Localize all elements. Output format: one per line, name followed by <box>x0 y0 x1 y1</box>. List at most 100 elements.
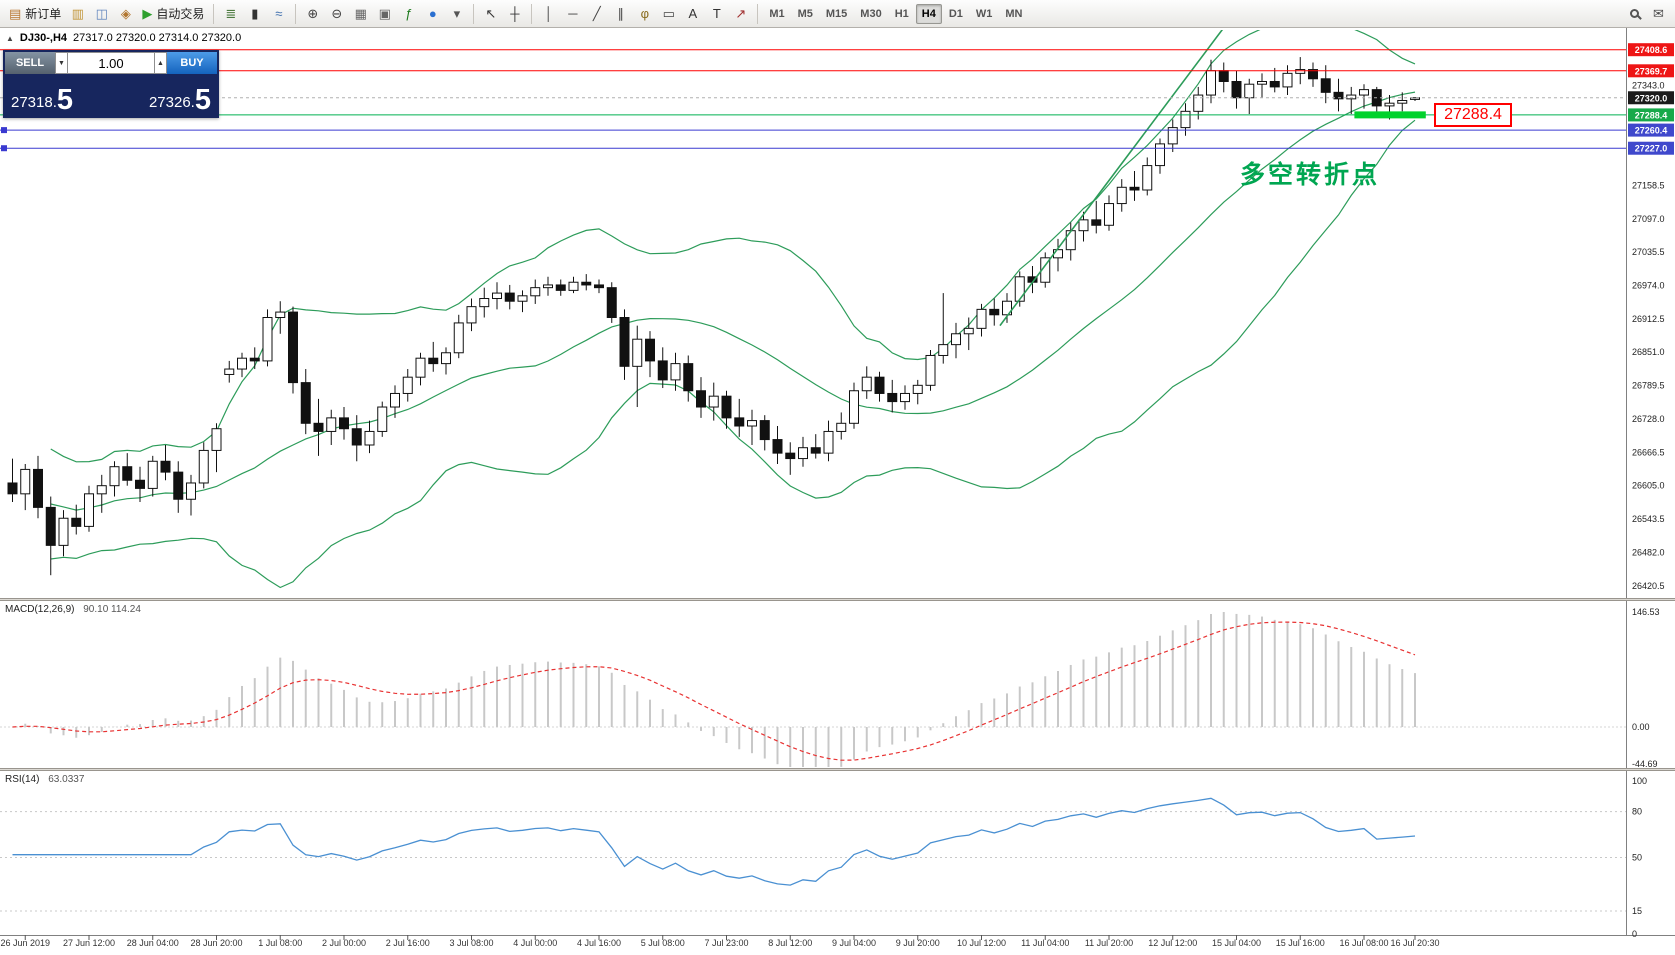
volume-input[interactable]: 1.00 <box>68 52 154 74</box>
buy-button[interactable]: BUY <box>167 52 217 74</box>
candlestick <box>326 417 337 432</box>
indicators-button[interactable]: ƒ <box>397 3 420 25</box>
arrows-button[interactable]: ↗ <box>729 3 752 25</box>
price-badge <box>1628 108 1674 122</box>
timeframe-m5-button[interactable]: M5 <box>797 7 813 20</box>
time-axis-label: 11 Jul 04:00 <box>1021 938 1069 948</box>
candlestick <box>1193 94 1204 112</box>
trend-line[interactable] <box>999 22 1228 327</box>
chart-header: ▲ DJ30-,H4 27317.0 27320.0 27314.0 27320… <box>6 32 241 44</box>
text-button[interactable]: A <box>681 3 704 25</box>
candlestick <box>708 395 719 408</box>
macd-axis-label: -44.69 <box>1632 759 1658 769</box>
candlestick <box>1346 94 1357 100</box>
messages-icon: ✉ <box>1653 6 1664 21</box>
candlestick <box>135 479 145 489</box>
timeframe-w1-button[interactable]: W1 <box>975 7 993 20</box>
market-watch-icon: ▥ <box>71 6 84 21</box>
candlestick <box>670 363 681 381</box>
timeframe-m1-button[interactable]: M1 <box>769 7 785 20</box>
zoom-in-button[interactable]: ⊕ <box>301 3 324 25</box>
candlestick <box>721 395 732 419</box>
candlestick <box>989 308 1000 316</box>
trendline-icon: ╱ <box>592 6 601 21</box>
bar-chart-button[interactable]: ≣ <box>219 3 242 25</box>
macd-panel-header: MACD(12,26,9) 90.10 114.24 <box>5 604 141 615</box>
timeframe-m30-button[interactable]: M30 <box>860 7 882 20</box>
bar-chart-icon: ≣ <box>225 6 237 21</box>
price-axis-label: 26728.0 <box>1632 414 1665 424</box>
shapes-icon: ▭ <box>662 6 675 21</box>
shapes-button[interactable]: ▭ <box>657 3 680 25</box>
collapse-one-click-icon[interactable]: ▲ <box>6 33 14 43</box>
tile-windows-button[interactable]: ▦ <box>349 3 372 25</box>
line-chart-button[interactable]: ≈ <box>267 3 290 25</box>
candlestick <box>657 360 668 381</box>
price-axis-label: 26543.5 <box>1632 514 1665 524</box>
timeframe-h1-button[interactable]: H1 <box>894 7 909 20</box>
current-price-badge-label: 27320.0 <box>1635 93 1668 103</box>
panel-separator-2[interactable] <box>0 768 1675 771</box>
zoom-out-button[interactable]: ⊖ <box>325 3 348 25</box>
candlestick <box>1257 80 1267 85</box>
price-callout-label[interactable]: 27288.4 <box>1434 103 1512 127</box>
navigator-button[interactable]: ◈ <box>114 3 137 25</box>
market-watch-button[interactable]: ▥ <box>66 3 89 25</box>
auto-trading-button[interactable]: ▶ 自动交易 <box>138 3 208 25</box>
timeframe-mn-button[interactable]: MN <box>1005 7 1023 20</box>
data-window-button[interactable]: ◫ <box>90 3 113 25</box>
candlestick-chart-icon: ▮ <box>251 6 259 21</box>
rsi-panel-header: RSI(14) 63.0337 <box>5 774 84 785</box>
cursor-button[interactable]: ↖ <box>479 3 502 25</box>
panel-separator-1[interactable] <box>0 598 1675 601</box>
candlestick <box>1002 300 1012 316</box>
candlestick <box>1180 110 1191 129</box>
time-axis-label: 10 Jul 12:00 <box>957 938 1006 948</box>
price-badge-label: 27369.7 <box>1635 66 1668 76</box>
channel-button[interactable]: ∥ <box>609 3 632 25</box>
candlestick <box>415 357 426 378</box>
arrange-windows-button[interactable]: ▣ <box>373 3 396 25</box>
volume-decrease-button[interactable]: ▼ <box>55 52 68 74</box>
sell-button[interactable]: SELL <box>5 52 55 74</box>
crosshair-button[interactable]: ┼ <box>503 3 526 25</box>
fibonacci-button[interactable]: φ <box>633 3 656 25</box>
time-axis-label: 4 Jul 16:00 <box>577 938 621 948</box>
new-order-button[interactable]: ▤ 新订单 <box>5 3 65 25</box>
vertical-line-button[interactable]: │ <box>537 3 560 25</box>
horizontal-line-button[interactable]: ─ <box>561 3 584 25</box>
label-button[interactable]: T <box>705 3 728 25</box>
timeframe-d1-button[interactable]: D1 <box>948 7 963 20</box>
price-axis-label: 26789.5 <box>1632 381 1665 391</box>
objects-list-button[interactable]: ● <box>421 3 444 25</box>
search-button[interactable] <box>1623 3 1646 25</box>
candlestick <box>7 482 18 495</box>
trendline-button[interactable]: ╱ <box>585 3 608 25</box>
templates-button[interactable]: ▾ <box>445 3 468 25</box>
candlestick-chart-button[interactable]: ▮ <box>243 3 266 25</box>
candlestick <box>836 422 847 432</box>
candlestick <box>45 506 56 546</box>
candlestick <box>20 468 31 495</box>
chart-annotation-text[interactable]: 多空转折点 <box>1240 161 1381 189</box>
messages-button[interactable]: ✉ <box>1647 3 1670 25</box>
timeframe-h4-button[interactable]: H4 <box>915 3 942 24</box>
candlestick <box>1167 127 1178 145</box>
price-badge-label: 27227.0 <box>1635 144 1668 154</box>
candlestick <box>1014 276 1025 302</box>
timeframe-m15-button[interactable]: M15 <box>825 7 848 20</box>
candlestick <box>517 295 528 302</box>
toolbar-separator <box>757 3 759 24</box>
price-badge <box>1628 141 1674 155</box>
candlestick <box>1410 97 1420 100</box>
support-line-blue-2-handle[interactable] <box>1 145 7 152</box>
candlestick <box>33 468 43 508</box>
candlestick <box>696 390 706 408</box>
candlestick <box>160 460 171 473</box>
candlestick <box>211 428 222 451</box>
support-line-blue-1-handle[interactable] <box>1 127 7 134</box>
rsi-axis-label: 50 <box>1632 853 1642 863</box>
candlestick <box>313 422 324 432</box>
volume-increase-button[interactable]: ▲ <box>154 52 167 74</box>
